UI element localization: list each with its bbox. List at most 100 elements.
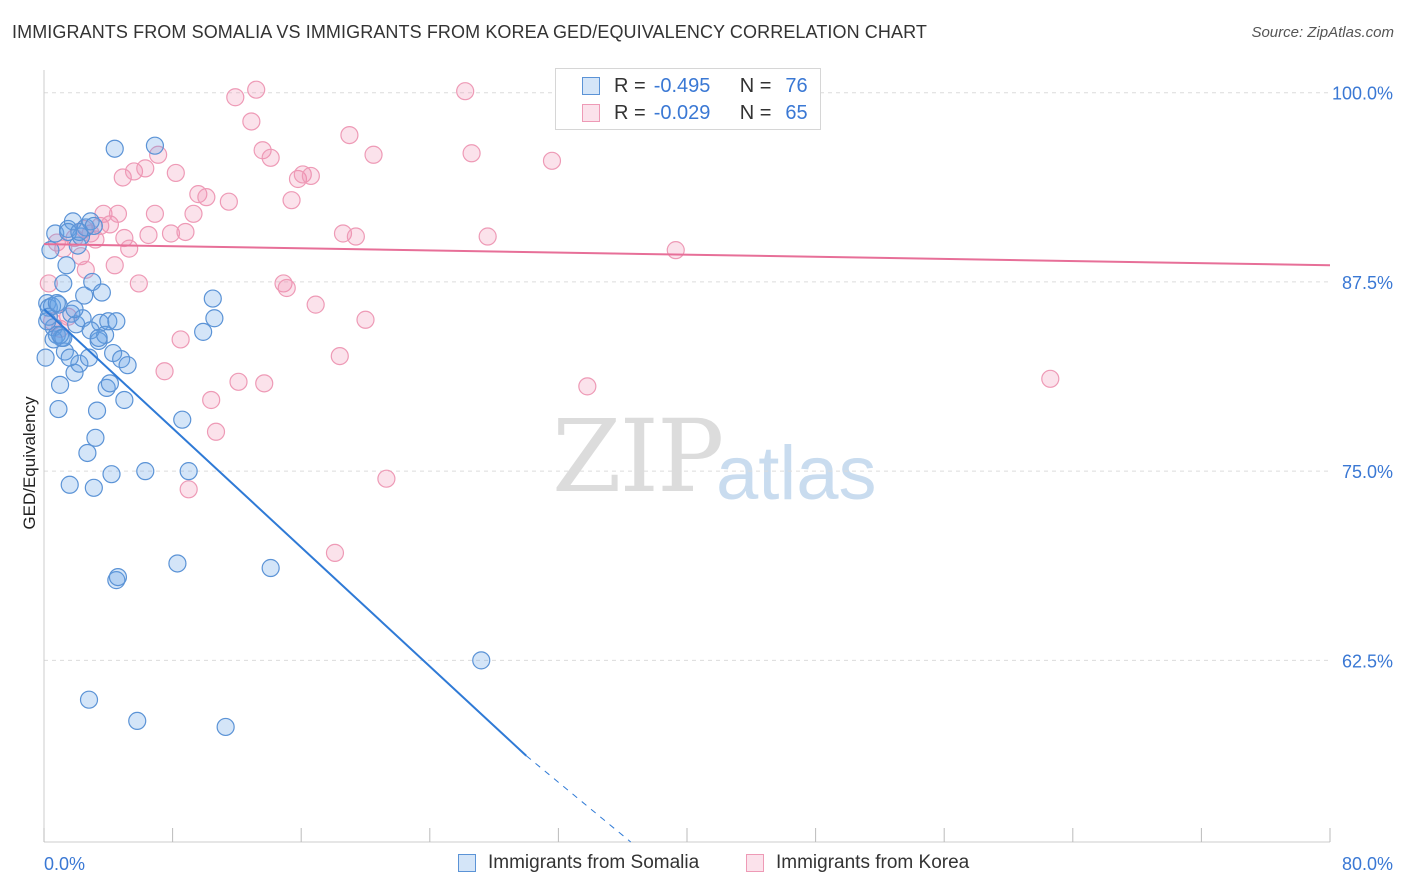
- tick-labels: 62.5% 75.0% 87.5% 100.0% 0.0% 80.0%: [44, 84, 1393, 874]
- korea-point: [206, 422, 226, 441]
- somalia-point: [84, 216, 103, 236]
- somalia-point: [36, 348, 55, 367]
- somalia-point: [261, 558, 280, 578]
- korea-point: [456, 82, 475, 101]
- korea-point: [226, 88, 245, 107]
- korea-point: [184, 204, 203, 223]
- korea-point: [129, 274, 148, 293]
- korea-point: [578, 377, 597, 396]
- korea-point: [202, 390, 221, 410]
- watermark-zip: ZIP: [552, 398, 724, 515]
- korea-point: [105, 256, 124, 275]
- somalia-point: [54, 274, 73, 293]
- legend-swatch-korea: [582, 104, 600, 122]
- korea-point: [330, 346, 349, 366]
- korea-point: [282, 191, 301, 210]
- somalia-point: [55, 342, 74, 361]
- korea-point: [176, 222, 195, 242]
- y-tick-label: 62.5%: [1342, 651, 1393, 671]
- korea-point: [261, 148, 280, 167]
- korea-point: [478, 227, 497, 246]
- legend-swatch-korea: [746, 854, 764, 872]
- somalia-point: [203, 289, 222, 308]
- somalia-point: [50, 325, 70, 345]
- legend-n-label: N =: [739, 101, 772, 124]
- somalia-point: [216, 717, 235, 737]
- somalia-point: [60, 475, 79, 494]
- korea-point: [86, 230, 105, 249]
- korea-point: [255, 374, 274, 393]
- somalia-point: [89, 328, 108, 348]
- somalia-point: [65, 300, 84, 319]
- korea-point: [115, 228, 134, 248]
- korea-point: [301, 166, 320, 186]
- korea-point: [139, 225, 158, 245]
- korea-point: [171, 330, 190, 349]
- y-tick-label: 87.5%: [1342, 273, 1393, 293]
- legend-r-label: R =: [614, 101, 646, 124]
- y-axis-label: GED/Equivalency: [20, 396, 39, 530]
- bottom-legend-korea[interactable]: Immigrants from Korea: [746, 852, 969, 874]
- legend-row-korea: R = -0.029 N = 65: [582, 100, 808, 126]
- korea-point: [145, 204, 165, 223]
- korea-point: [39, 274, 58, 293]
- somalia-point: [105, 139, 124, 158]
- korea-point: [247, 80, 266, 99]
- korea-point: [666, 241, 685, 260]
- somalia-point: [168, 554, 187, 573]
- korea-point: [136, 159, 155, 178]
- korea-point: [356, 310, 375, 329]
- watermark-atlas: atlas: [716, 431, 877, 516]
- legend-n-value-korea: 65: [785, 101, 808, 124]
- korea-point: [120, 239, 139, 258]
- korea-point: [306, 295, 325, 314]
- korea-point: [161, 224, 181, 243]
- somalia-point: [86, 428, 105, 447]
- somalia-point: [472, 651, 491, 670]
- bottom-legend-somalia[interactable]: Immigrants from Somalia: [458, 852, 699, 874]
- legend-r-label: R =: [614, 74, 646, 97]
- somalia-point: [49, 399, 68, 419]
- korea-point: [462, 144, 481, 163]
- korea-point: [166, 163, 185, 183]
- source-label: Source: ZipAtlas.com: [1251, 24, 1394, 41]
- korea-point: [71, 247, 91, 266]
- y-tick-label: 75.0%: [1342, 462, 1393, 482]
- somalia-point: [78, 443, 97, 463]
- korea-point: [219, 192, 238, 211]
- axes: [43, 70, 1331, 843]
- korea-point: [242, 112, 261, 131]
- somalia-point: [205, 309, 224, 328]
- legend-r-value-somalia: -0.495: [653, 74, 711, 97]
- legend-swatch-somalia: [458, 854, 476, 872]
- somalia-point: [108, 567, 128, 587]
- somalia-point: [100, 374, 120, 393]
- somalia-point: [107, 571, 126, 590]
- series-korea-points: [39, 80, 1060, 562]
- korea-point: [229, 372, 248, 391]
- somalia-point: [118, 356, 137, 375]
- somalia-point: [38, 312, 57, 331]
- somalia-point: [41, 241, 60, 260]
- legend-n-value-somalia: 76: [785, 74, 808, 97]
- somalia-point: [115, 390, 134, 410]
- somalia-trend-line: [43, 308, 527, 757]
- somalia-point: [47, 294, 66, 313]
- korea-point: [1041, 369, 1060, 388]
- korea-point: [364, 145, 383, 164]
- chart-title: IMMIGRANTS FROM SOMALIA VS IMMIGRANTS FR…: [12, 22, 927, 42]
- somalia-point: [102, 465, 121, 484]
- somalia-point: [173, 410, 192, 429]
- somalia-point: [84, 478, 103, 497]
- series-somalia-points: [36, 136, 491, 737]
- somalia-point: [136, 462, 155, 481]
- somalia-point: [128, 711, 147, 731]
- korea-point: [179, 480, 198, 499]
- somalia-point: [54, 328, 73, 348]
- x-tick-label-max: 80.0%: [1342, 854, 1393, 874]
- somalia-point: [145, 136, 165, 155]
- legend-label-korea: Immigrants from Korea: [776, 852, 970, 873]
- somalia-point: [107, 312, 126, 331]
- somalia-point: [70, 354, 89, 373]
